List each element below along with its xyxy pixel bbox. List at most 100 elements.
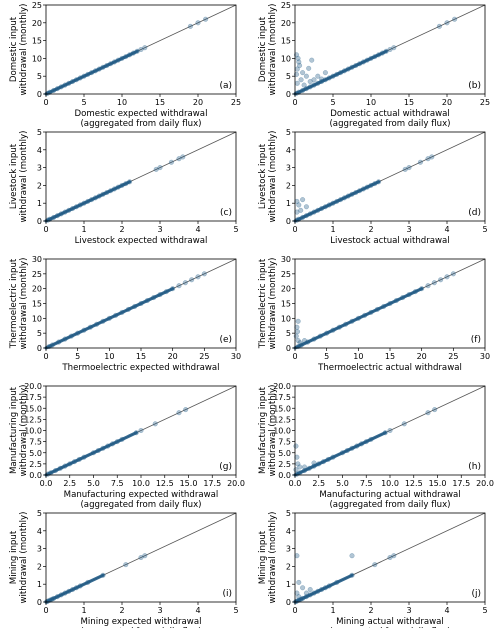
plot-frame [45, 512, 237, 603]
y-tick-label: 4 [286, 146, 291, 155]
x-tick-label: 2 [368, 606, 373, 615]
y-tick-label: 25 [32, 1, 42, 10]
x-tick-label: 15.0 [180, 479, 198, 488]
data-point [201, 271, 207, 277]
dense-point-band [44, 49, 139, 96]
panel-tag: (g) [219, 462, 232, 472]
data-point [176, 283, 182, 289]
x-tick-label: 5.0 [336, 479, 349, 488]
y-axis-label: withdrawal (monthly) [268, 258, 278, 350]
x-tick-label: 1 [81, 225, 86, 234]
x-tick-label: 1 [81, 606, 86, 615]
x-tick-label: 0 [43, 98, 48, 107]
x-axis-label: Manufacturing actual withdrawal [319, 490, 460, 500]
x-tick-label: 3 [157, 606, 162, 615]
y-tick-label: 5 [286, 329, 291, 338]
y-tick-label: 3 [37, 545, 42, 554]
data-point [300, 585, 306, 591]
x-tick-label: 15 [155, 98, 165, 107]
x-tick-label: 12.5 [405, 479, 423, 488]
data-point [425, 410, 431, 416]
y-tick-label: 30 [281, 255, 291, 264]
panel-h: 0.0 2.5 5.0 7.5 10.0 12.5 15.0 17.5 20.0 0.0 2.5 5.… [258, 382, 494, 510]
dense-point-band [44, 180, 132, 223]
data-point [195, 274, 201, 280]
data-point [372, 562, 378, 568]
data-point [138, 428, 144, 434]
x-tick-label: 2.5 [312, 479, 325, 488]
panel-e: 0 5 10 15 20 25 30 0 5 10 15 20 25 30 (e) Thermoelectri… [9, 255, 241, 373]
y-tick-label: 5.0 [278, 449, 291, 458]
y-tick-label: 5 [286, 509, 291, 518]
x-tick-label: 30 [480, 352, 490, 361]
y-tick-label: 17.5 [24, 393, 42, 402]
data-point [142, 45, 148, 51]
y-tick-label: 10 [32, 314, 42, 323]
data-point [315, 73, 321, 79]
panel-tag: (f) [471, 335, 481, 345]
x-axis-label: Mining expected withdrawal [81, 617, 202, 627]
y-tick-label: 5 [37, 128, 42, 137]
y-tick-label: 10 [281, 314, 291, 323]
panel-tag: (h) [468, 462, 481, 472]
x-tick-label: 3 [406, 225, 411, 234]
plot-frame [294, 4, 486, 95]
y-tick-label: 0 [37, 90, 42, 99]
x-tick-label: 10 [366, 98, 376, 107]
data-point [182, 280, 188, 286]
dense-point-band [44, 431, 138, 477]
y-tick-label: 4 [37, 146, 42, 155]
x-tick-label: 5 [233, 606, 238, 615]
data-point [297, 63, 303, 69]
x-tick-label: 4 [195, 606, 200, 615]
y-tick-label: 4 [37, 527, 42, 536]
x-tick-label: 10.0 [381, 479, 399, 488]
dense-point-band [44, 573, 105, 604]
x-tick-label: 17.5 [452, 479, 470, 488]
data-point [296, 202, 302, 208]
data-point [298, 77, 304, 83]
data-point [391, 553, 397, 559]
dense-point-band [293, 287, 424, 350]
y-tick-label: 25 [281, 270, 291, 279]
x-axis-label: Manufacturing expected withdrawal [64, 490, 219, 500]
x-axis-label: (aggregated from daily flux) [80, 119, 201, 129]
x-tick-label: 10 [353, 352, 363, 361]
y-axis-label: Domestic input [9, 16, 19, 82]
y-tick-label: 2 [286, 181, 291, 190]
data-point [452, 16, 458, 22]
x-tick-label: 0.0 [289, 479, 302, 488]
data-point [311, 77, 317, 83]
x-axis-label: Domestic actual withdrawal [330, 109, 450, 119]
x-tick-label: 20 [193, 98, 203, 107]
y-axis-label: Domestic input [258, 16, 268, 82]
y-tick-label: 1 [37, 199, 42, 208]
panel-g: 0.0 2.5 5.0 7.5 10.0 12.5 15.0 17.5 20.0 0.0 2.5 5.… [9, 382, 245, 510]
data-point [295, 329, 301, 335]
dense-point-band [44, 287, 175, 350]
x-tick-label: 0 [43, 352, 48, 361]
y-axis-label: withdrawal (monthly) [19, 131, 29, 223]
y-tick-label: 5 [37, 72, 42, 81]
x-tick-label: 4 [444, 606, 449, 615]
y-tick-label: 5 [37, 509, 42, 518]
x-tick-label: 5 [330, 98, 335, 107]
x-axis-label: (aggregated from daily flux) [329, 500, 450, 510]
y-tick-label: 10.0 [273, 427, 291, 436]
data-point [429, 154, 435, 160]
y-tick-label: 20.0 [273, 382, 291, 391]
data-point [293, 467, 299, 473]
x-tick-label: 1 [330, 225, 335, 234]
panel-a: 0 5 10 15 20 25 0 5 10 15 20 25 (a) Domestic expected… [9, 1, 241, 129]
x-axis-label: Mining actual withdrawal [336, 617, 444, 627]
y-tick-label: 10 [32, 54, 42, 63]
data-point [349, 553, 355, 559]
y-axis-label: Livestock input [258, 143, 268, 209]
x-tick-label: 5 [324, 352, 329, 361]
y-axis-label: Thermoelectric input [258, 258, 268, 349]
data-point [300, 197, 306, 203]
data-point [295, 55, 301, 61]
dense-point-band [293, 573, 354, 604]
x-tick-label: 20.0 [227, 479, 245, 488]
x-tick-label: 3 [157, 225, 162, 234]
